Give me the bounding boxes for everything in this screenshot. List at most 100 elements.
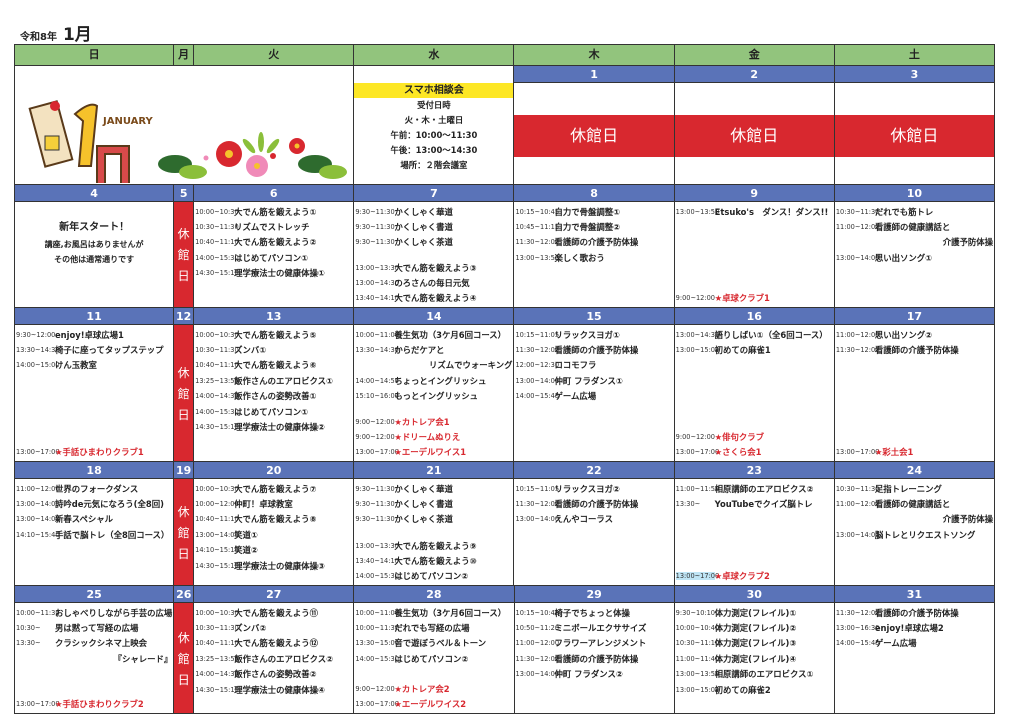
event-item[interactable]: 11:00~12:00 看護師の健康講話と xyxy=(836,219,993,234)
club-event-item[interactable]: 13:00~17:00 ★エーデルワイス1 xyxy=(355,445,512,460)
event-item[interactable]: 14:00~15:30 はじめてパソコン② xyxy=(355,651,512,666)
event-item[interactable]: 13:25~13:55 飯作さんのエアロビクス① xyxy=(195,373,352,388)
event-item[interactable]: 11:30~12:00 看護師の介護予防体操 xyxy=(836,605,993,620)
event-item[interactable]: 13:00~14:30 語りしばい①（全6回コース） xyxy=(676,327,833,342)
event-item[interactable]: 11:30~12:00 看護師の介護予防体操 xyxy=(515,496,672,511)
event-item[interactable]: 13:40~14:10 大でん筋を鍛えよう④ xyxy=(355,291,512,306)
event-item[interactable]: 13:30~15:00 音で遊ぼうベル＆トーン xyxy=(355,636,512,651)
event-item[interactable]: リズムでウォーキング xyxy=(355,358,513,373)
event-item[interactable]: 13:30~14:30 からだケアと xyxy=(355,342,512,357)
event-item[interactable]: 11:00~11:50 相原講師のエアロビクス② xyxy=(676,481,833,496)
event-item[interactable]: 11:30~12:00 看護師の介護予防体操 xyxy=(836,342,993,357)
event-item[interactable]: 13:00~15:00 初めての麻雀1 xyxy=(676,342,833,357)
event-item[interactable]: 14:10~15:40 手話で脳トレ（全8回コース） xyxy=(16,527,172,542)
event-item[interactable]: 10:40~11:10 大でん筋を鍛えよう② xyxy=(195,235,352,250)
event-item[interactable]: 13:00~14:30 のろさんの毎日元気 xyxy=(355,275,512,290)
event-item[interactable]: 10:40~11:10 大でん筋を鍛えよう⑥ xyxy=(195,358,352,373)
event-item[interactable]: 13:00~13:50 楽しく歌おう xyxy=(515,250,672,265)
event-item[interactable]: 9:30~12:00 enjoy!卓球広場1 xyxy=(16,327,172,342)
event-item[interactable]: 『シャレード』 xyxy=(16,651,173,666)
event-item[interactable]: 10:30~11:30 だれでも筋トレ xyxy=(836,204,993,219)
club-event-item[interactable]: 9:00~12:00 ★カトレア会1 xyxy=(355,414,512,429)
event-item[interactable]: 14:00~15:45 ゲーム広場 xyxy=(515,389,672,404)
event-item[interactable]: 10:15~11:05 リラックスヨガ② xyxy=(515,481,672,496)
event-item[interactable]: 9:30~11:30 かくしゃく書道 xyxy=(355,219,512,234)
event-item[interactable]: 14:10~15:10 笑道② xyxy=(195,543,352,558)
event-item[interactable]: 10:00~11:30 だれでも写経の広場 xyxy=(355,620,512,635)
club-event-item[interactable]: 13:00~17:00 ★エーデルワイス2 xyxy=(355,697,512,712)
event-item[interactable]: 10:15~10:45 椅子でちょっと体操 xyxy=(516,605,673,620)
event-item[interactable]: 10:00~11:00 養生気功（3ケ月6回コース） xyxy=(355,605,512,620)
event-item[interactable]: 14:30~15:15 理学療法士の健康体操④ xyxy=(195,682,352,697)
event-item[interactable]: 13:40~14:10 大でん筋を鍛えよう⑩ xyxy=(355,553,512,568)
event-item[interactable]: 9:30~11:30 かくしゃく茶道 xyxy=(355,235,512,250)
event-item[interactable]: 13:00~14:00 詩吟de元気になろう(全8回) xyxy=(16,496,172,511)
event-item[interactable]: 13:30~14:30 椅子に座ってタップステップ xyxy=(16,342,172,357)
event-item[interactable]: 11:00~12:00 世界のフォークダンス xyxy=(16,481,172,496)
event-item[interactable]: 11:30~12:00 看護師の介護予防体操 xyxy=(515,342,672,357)
event-item[interactable]: 13:00~16:30 enjoy!卓球広場2 xyxy=(836,620,993,635)
event-item[interactable]: 13:00~14:00 新春スペシャル xyxy=(16,512,172,527)
club-event-item[interactable]: 9:00~12:00 ★ドリームぬりえ xyxy=(355,429,512,444)
event-item[interactable]: 11:00~11:40 体力測定(フレイル)④ xyxy=(676,651,833,666)
event-item[interactable]: 13:00~14:00 脳トレとリクエストソング xyxy=(836,527,993,542)
event-item[interactable]: 11:00~12:00 看護師の健康講話と xyxy=(836,496,993,511)
event-item[interactable]: 10:00~10:40 体力測定(フレイル)② xyxy=(676,620,833,635)
event-item[interactable]: 9:30~10:10 体力測定(フレイル)① xyxy=(676,605,833,620)
club-event-item[interactable]: 13:00~17:00 ★さくら会1 xyxy=(676,445,833,460)
club-event-item[interactable]: 13:00~17:00 ★彩土会1 xyxy=(836,445,993,460)
event-item[interactable]: 10:40~11:10 大でん筋を鍛えよう⑫ xyxy=(195,636,352,651)
club-event-item[interactable]: 9:00~12:00 ★卓球クラブ1 xyxy=(676,291,833,306)
event-item[interactable]: 13:30~ YouTubeでクイズ脳トレ xyxy=(676,496,833,511)
event-item[interactable]: 13:00~13:50 相原講師のエアロビクス① xyxy=(676,667,833,682)
event-item[interactable]: 15:10~16:00 もっとイングリッシュ xyxy=(355,389,512,404)
event-item[interactable]: 12:00~12:30 ロコモフラ xyxy=(515,358,672,373)
event-item[interactable]: 14:30~15:15 理学療法士の健康体操① xyxy=(195,266,352,281)
event-item[interactable]: 11:00~12:00 思い出ソング② xyxy=(836,327,993,342)
event-item[interactable]: 11:30~12:00 看護師の介護予防体操 xyxy=(515,235,672,250)
event-item[interactable]: 14:30~15:15 理学療法士の健康体操③ xyxy=(195,558,352,573)
event-item[interactable]: 14:00~14:30 飯作さんの姿勢改善① xyxy=(195,389,352,404)
event-item[interactable]: 13:00~14:00 仲町 フラダンス② xyxy=(516,667,673,682)
club-event-item[interactable]: 9:00~12:00 ★俳句クラブ xyxy=(676,429,833,444)
event-item[interactable]: 13:30~ クラシックシネマ上映会 xyxy=(16,636,172,651)
event-item[interactable]: 13:00~14:00 笑道① xyxy=(195,527,352,542)
event-item[interactable]: 13:00~15:00 初めての麻雀2 xyxy=(676,682,833,697)
club-event-item[interactable]: 13:00~17:00 ★卓球クラブ2 xyxy=(675,569,833,584)
event-item[interactable]: 10:45~11:15 自力で骨盤調整② xyxy=(515,219,672,234)
event-item[interactable]: 13:00~14:00 仲町 フラダンス① xyxy=(515,373,672,388)
event-item[interactable]: 10:30~11:30 リズムでストレッチ xyxy=(195,219,352,234)
event-item[interactable]: 10:00~10:30 大でん筋を鍛えよう⑪ xyxy=(195,605,352,620)
event-item[interactable]: 10:00~11:00 養生気功（3ケ月6回コース） xyxy=(355,327,512,342)
event-item[interactable]: 14:00~15:45 ゲーム広場 xyxy=(836,636,993,651)
event-item[interactable]: 10:30~ 男は黙って写経の広場 xyxy=(16,620,172,635)
event-item[interactable]: 13:00~13:50 Etsuko's ダンス！ダンス!! xyxy=(676,204,833,219)
event-item[interactable]: 10:00~10:30 大でん筋を鍛えよう① xyxy=(195,204,352,219)
event-item[interactable]: 9:30~11:30 かくしゃく茶道 xyxy=(355,512,512,527)
event-item[interactable]: 14:00~14:50 ちょっとイングリッシュ xyxy=(355,373,512,388)
event-item[interactable]: 10:30~11:30 ズンバ① xyxy=(195,342,352,357)
event-item[interactable]: 13:00~14:00 えんやコーラス xyxy=(515,512,672,527)
event-item[interactable]: 14:00~15:30 はじめてパソコン② xyxy=(355,569,512,584)
event-item[interactable]: 10:15~11:05 リラックスヨガ① xyxy=(515,327,672,342)
event-item[interactable]: 14:30~15:15 理学療法士の健康体操② xyxy=(195,419,352,434)
club-event-item[interactable]: 13:00~17:00 ★手話ひまわりクラブ2 xyxy=(16,697,172,712)
event-item[interactable]: 14:00~15:30 はじめてパソコン① xyxy=(195,404,352,419)
event-item[interactable]: 10:00~10:30 大でん筋を鍛えよう⑦ xyxy=(195,481,352,496)
event-item[interactable]: 11:00~12:00 フラワーアレンジメント xyxy=(516,636,673,651)
event-item[interactable]: 14:00~14:30 飯作さんの姿勢改善② xyxy=(195,667,352,682)
event-item[interactable]: 10:30~11:10 体力測定(フレイル)③ xyxy=(676,636,833,651)
event-item[interactable]: 13:25~13:55 飯作さんのエアロビクス② xyxy=(195,651,352,666)
event-item[interactable]: 介護予防体操 xyxy=(836,512,993,527)
club-event-item[interactable]: 13:00~17:00 ★手話ひまわりクラブ1 xyxy=(16,445,172,460)
event-item[interactable]: 10:00~11:30 おしゃべりしながら手芸の広場 xyxy=(16,605,172,620)
event-item[interactable]: 10:00~12:00 仲町！卓球教室 xyxy=(195,496,352,511)
event-item[interactable]: 14:00~15:30 はじめてパソコン① xyxy=(195,250,352,265)
event-item[interactable]: 10:50~11:20 ミニボールエクササイズ xyxy=(516,620,673,635)
event-item[interactable]: 介護予防体操 xyxy=(836,235,993,250)
event-item[interactable]: 10:30~11:30 ズンバ② xyxy=(195,620,352,635)
event-item[interactable]: 13:00~14:00 思い出ソング① xyxy=(836,250,993,265)
event-item[interactable]: 10:00~10:30 大でん筋を鍛えよう⑤ xyxy=(195,327,352,342)
event-item[interactable]: 14:00~15:00 けん玉教室 xyxy=(16,358,172,373)
event-item[interactable]: 9:30~11:30 かくしゃく華道 xyxy=(355,481,512,496)
